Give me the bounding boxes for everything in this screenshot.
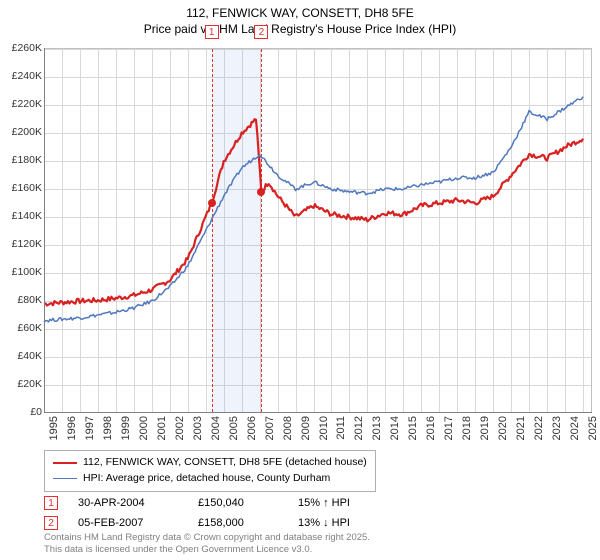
x-tick-label: 2025 — [587, 416, 599, 440]
y-tick-label: £100K — [0, 267, 42, 278]
attribution: Contains HM Land Registry data © Crown c… — [44, 532, 370, 556]
y-tick-label: £60K — [0, 323, 42, 334]
x-tick-label: 2018 — [461, 416, 473, 440]
attribution-line1: Contains HM Land Registry data © Crown c… — [44, 532, 370, 544]
x-tick-label: 2016 — [425, 416, 437, 440]
chart-title: 112, FENWICK WAY, CONSETT, DH8 5FE Price… — [0, 0, 600, 37]
legend-item-hpi: HPI: Average price, detached house, Coun… — [53, 471, 367, 487]
sale-price-1: £150,040 — [198, 497, 278, 509]
plot-area: 12 — [44, 48, 592, 412]
x-tick-label: 1998 — [102, 416, 114, 440]
x-tick-label: 2022 — [533, 416, 545, 440]
x-tick-label: 2010 — [318, 416, 330, 440]
price-chart: 112, FENWICK WAY, CONSETT, DH8 5FE Price… — [0, 0, 600, 560]
x-tick-label: 2019 — [479, 416, 491, 440]
x-tick-label: 2017 — [443, 416, 455, 440]
y-tick-label: £140K — [0, 211, 42, 222]
sale-price-2: £158,000 — [198, 517, 278, 529]
x-tick-label: 2005 — [228, 416, 240, 440]
sale-marker-tag: 2 — [254, 25, 268, 39]
series-hpi — [44, 49, 592, 413]
y-tick-label: £160K — [0, 183, 42, 194]
sale-row-2: 2 05-FEB-2007 £158,000 13% ↓ HPI — [44, 516, 350, 530]
legend-swatch — [53, 462, 77, 464]
sale-marker-tag: 1 — [205, 25, 219, 39]
x-tick-label: 1999 — [120, 416, 132, 440]
sale-date-1: 30-APR-2004 — [78, 497, 178, 509]
y-tick-label: £260K — [0, 43, 42, 54]
attribution-line2: This data is licensed under the Open Gov… — [44, 544, 370, 556]
x-tick-label: 2024 — [569, 416, 581, 440]
y-tick-label: £220K — [0, 99, 42, 110]
x-tick-label: 1995 — [48, 416, 60, 440]
sale-date-2: 05-FEB-2007 — [78, 517, 178, 529]
x-tick-label: 2000 — [138, 416, 150, 440]
sale-tag-2: 2 — [44, 516, 58, 530]
y-tick-label: £200K — [0, 127, 42, 138]
x-tick-label: 2013 — [371, 416, 383, 440]
legend: 112, FENWICK WAY, CONSETT, DH8 5FE (deta… — [44, 450, 376, 492]
sale-tag-1: 1 — [44, 496, 58, 510]
x-tick-label: 2023 — [551, 416, 563, 440]
x-tick-label: 2006 — [246, 416, 258, 440]
x-tick-label: 2012 — [353, 416, 365, 440]
y-tick-label: £120K — [0, 239, 42, 250]
legend-label: 112, FENWICK WAY, CONSETT, DH8 5FE (deta… — [83, 455, 367, 471]
x-tick-label: 2001 — [156, 416, 168, 440]
sale-row-1: 1 30-APR-2004 £150,040 15% ↑ HPI — [44, 496, 350, 510]
legend-swatch — [53, 478, 77, 479]
y-tick-label: £40K — [0, 351, 42, 362]
y-tick-label: £240K — [0, 71, 42, 82]
x-tick-label: 2002 — [174, 416, 186, 440]
x-tick-label: 2021 — [515, 416, 527, 440]
y-tick-label: £20K — [0, 379, 42, 390]
x-tick-label: 2007 — [264, 416, 276, 440]
x-tick-label: 2008 — [282, 416, 294, 440]
y-tick-label: £180K — [0, 155, 42, 166]
x-tick-label: 2020 — [497, 416, 509, 440]
title-subtitle: Price paid vs. HM Land Registry's House … — [0, 22, 600, 38]
legend-item-property: 112, FENWICK WAY, CONSETT, DH8 5FE (deta… — [53, 455, 367, 471]
sale-delta-2: 13% ↓ HPI — [298, 517, 350, 529]
sale-delta-1: 15% ↑ HPI — [298, 497, 350, 509]
x-tick-label: 2004 — [210, 416, 222, 440]
x-tick-label: 2014 — [389, 416, 401, 440]
x-tick-label: 2011 — [335, 416, 347, 440]
x-axis — [44, 412, 592, 413]
y-tick-label: £0 — [0, 407, 42, 418]
x-tick-label: 2009 — [300, 416, 312, 440]
y-tick-label: £80K — [0, 295, 42, 306]
x-tick-label: 1996 — [66, 416, 78, 440]
x-tick-label: 1997 — [84, 416, 96, 440]
y-axis — [44, 48, 45, 412]
legend-label: HPI: Average price, detached house, Coun… — [83, 471, 330, 487]
x-tick-label: 2003 — [192, 416, 204, 440]
title-address: 112, FENWICK WAY, CONSETT, DH8 5FE — [0, 6, 600, 22]
x-tick-label: 2015 — [407, 416, 419, 440]
